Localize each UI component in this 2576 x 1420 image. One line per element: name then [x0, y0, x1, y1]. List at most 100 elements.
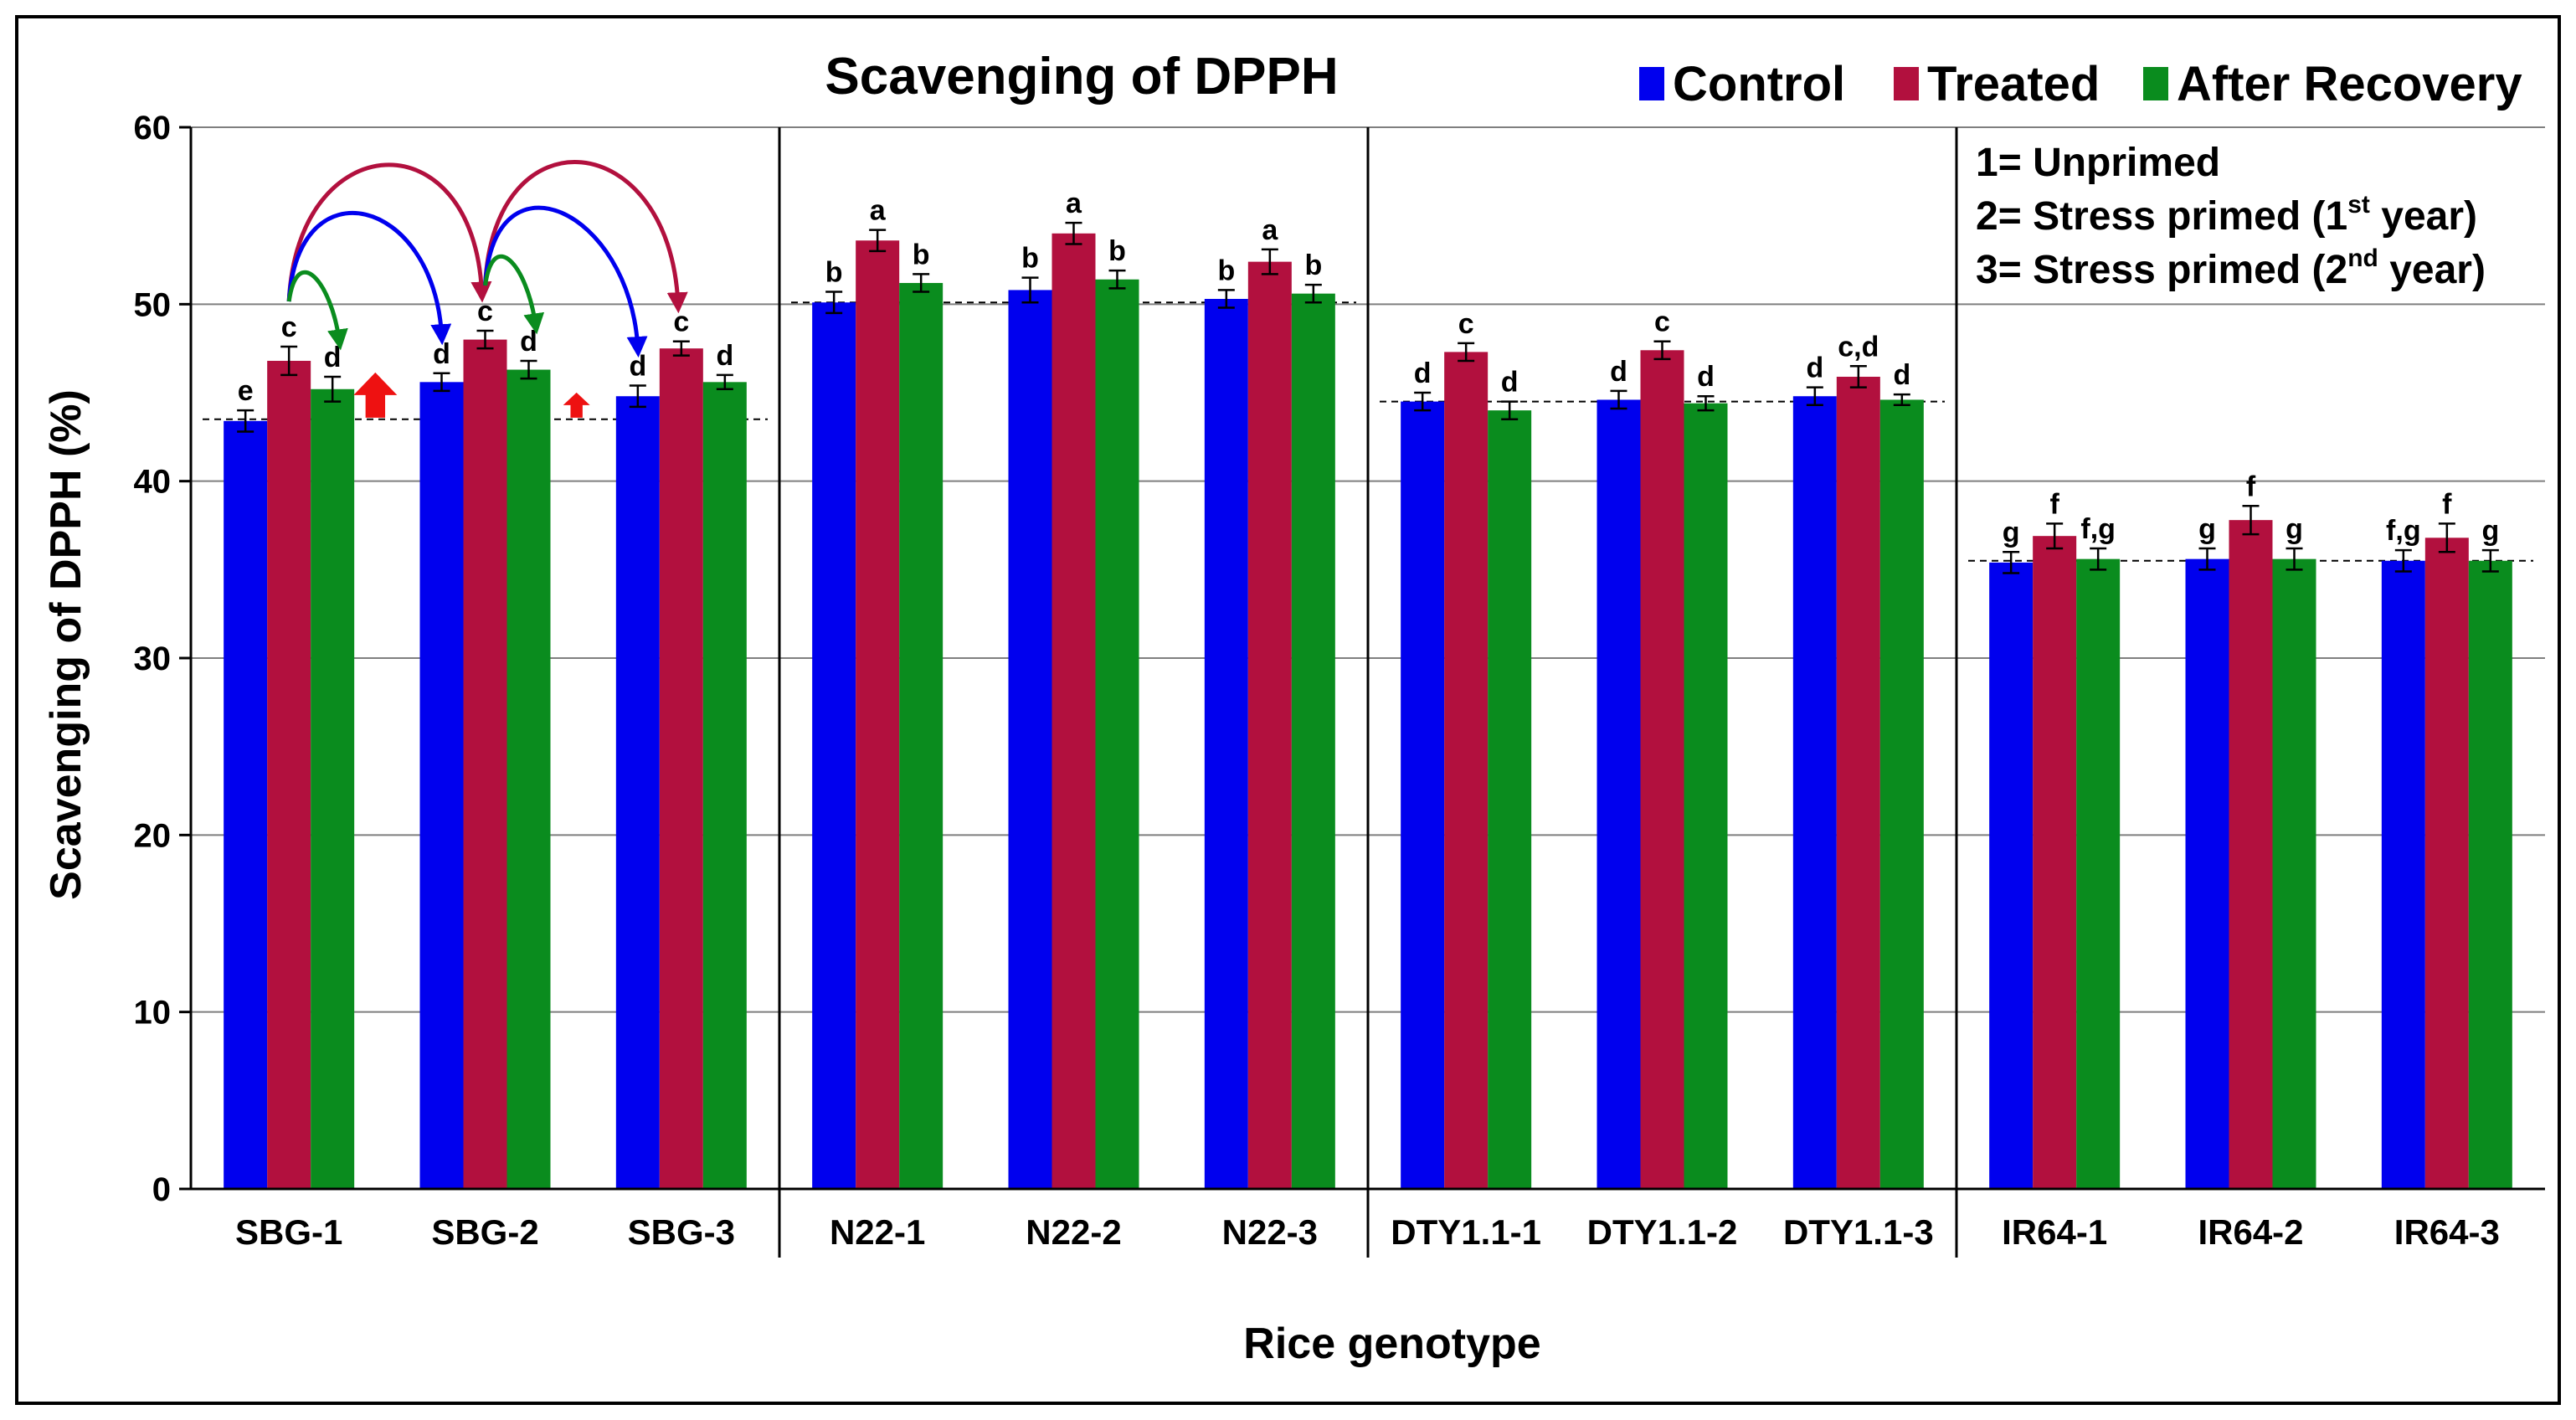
legend-label-treated: Treated [1927, 57, 2100, 111]
bar-after-recovery [1684, 403, 1728, 1189]
significance-letter: d [1610, 356, 1627, 388]
bar-control [615, 396, 660, 1189]
bar-after-recovery [1879, 399, 1924, 1189]
bar-after-recovery [2468, 560, 2512, 1189]
significance-letter: f [2246, 471, 2256, 502]
bar-after-recovery [899, 282, 944, 1189]
significance-letter: d [1414, 358, 1432, 389]
arrow-treated-to-control [483, 205, 648, 358]
y-tick-label: 60 [134, 110, 172, 147]
grid-lines [191, 126, 2545, 1013]
x-tick-label: SBG-2 [431, 1212, 538, 1252]
figure-frame [15, 15, 2561, 1405]
bar-after-recovery [1095, 279, 1139, 1189]
significance-letter: g [2481, 515, 2499, 547]
bar-treated [1444, 352, 1489, 1190]
bar-after-recovery [311, 388, 355, 1190]
chart-title: Scavenging of DPPH [825, 48, 1338, 105]
legend-label-recovery: After Recovery [2177, 57, 2522, 111]
bars [224, 233, 2512, 1190]
y-tick-label: 40 [134, 464, 172, 501]
legend: Control Treated After Recovery [1639, 57, 2522, 111]
x-tick-label: SBG-1 [235, 1212, 342, 1252]
error-bars [237, 221, 2499, 574]
significance-letters: e d d b b b d d d g g f,g c c c a a a c c c,d f f f d d d b b b d d d f,g… [238, 188, 2500, 548]
significance-letter: d [1501, 367, 1519, 399]
arrow-treated-to-recovery [483, 254, 545, 335]
significance-letter: b [1108, 235, 1126, 267]
x-tick-label: DTY1.1-2 [1587, 1212, 1738, 1252]
x-tick-label: N22-2 [1026, 1212, 1121, 1252]
bar-control [419, 382, 464, 1189]
bar-treated [856, 240, 900, 1190]
significance-letter: g [2285, 513, 2303, 545]
bar-control [1989, 562, 2034, 1189]
x-tick-label: DTY1.1-3 [1783, 1212, 1934, 1252]
significance-letter: d [520, 326, 537, 358]
significance-letter: d [433, 338, 450, 370]
significance-letter: a [870, 195, 887, 227]
bar-after-recovery [2272, 558, 2316, 1189]
x-tick-label: IR64-3 [2394, 1212, 2500, 1252]
significance-letter: d [324, 342, 342, 373]
significance-letter: a [1066, 188, 1082, 219]
x-tick-label: DTY1.1-1 [1391, 1212, 1541, 1252]
x-tick-label: IR64-2 [2198, 1212, 2303, 1252]
bar-control [1792, 396, 1837, 1189]
bar-control [1204, 298, 1248, 1189]
legend-swatch-control [1639, 67, 1664, 100]
legend-notes: 1= Unprimed 2= Stress primed (1st year) … [1976, 141, 2486, 292]
bar-after-recovery [506, 369, 551, 1189]
arrow-treated-to-recovery [286, 270, 348, 351]
significance-letter: c [281, 311, 297, 343]
axes: 0 10 20 30 40 50 60 SBG-1 SBG-2 SBG-3 N22-1 N22-2 N2… [134, 110, 2545, 1258]
significance-letter: d [716, 340, 733, 372]
bar-after-recovery [1291, 293, 1335, 1189]
significance-letter: b [1021, 243, 1039, 275]
y-tick-label: 50 [134, 286, 172, 323]
arrow-treated-to-treated [483, 160, 688, 314]
significance-letter: g [2003, 517, 2020, 548]
note-unprimed: 1= Unprimed [1976, 141, 2220, 185]
bar-treated [1836, 376, 1880, 1190]
x-tick-label: IR64-1 [2002, 1212, 2107, 1252]
bar-treated [463, 339, 507, 1190]
bar-control [224, 420, 268, 1189]
significance-letter: e [238, 375, 254, 407]
bar-after-recovery [1488, 410, 1532, 1190]
significance-letter: f [2442, 488, 2452, 520]
x-tick-label: N22-1 [830, 1212, 925, 1252]
significance-letter: c [477, 296, 493, 327]
y-tick-label: 10 [134, 995, 172, 1032]
note-primed-first-year: 2= Stress primed (1st year) [1976, 191, 2477, 239]
significance-letter: g [2198, 513, 2216, 545]
bar-control [2185, 558, 2229, 1189]
bar-treated [1640, 350, 1684, 1189]
significance-letter: c,d [1838, 331, 1879, 363]
bar-after-recovery [702, 382, 747, 1189]
significance-letter: b [1217, 255, 1235, 286]
x-tick-label: SBG-3 [628, 1212, 735, 1252]
legend-label-control: Control [1673, 57, 1845, 111]
red-up-arrow [353, 372, 398, 418]
significance-letter: d [629, 351, 646, 383]
y-tick-label: 0 [152, 1171, 171, 1208]
arrow-treated-to-control [286, 210, 452, 346]
bar-treated [2424, 538, 2469, 1189]
significance-letter: f,g [2386, 515, 2421, 547]
significance-letter: d [1697, 361, 1715, 393]
x-axis-label: Rice genotype [1243, 1320, 1540, 1368]
bar-control [1597, 399, 1641, 1189]
significance-letter: f [2050, 488, 2060, 520]
note-primed-second-year: 3= Stress primed (2nd year) [1976, 244, 2486, 292]
significance-letter: b [913, 239, 930, 270]
significance-letter: d [1806, 352, 1823, 384]
significance-letter: f,g [2080, 513, 2116, 545]
y-tick-label: 30 [134, 641, 172, 677]
significance-letter: b [825, 257, 843, 289]
significance-letter: d [1893, 359, 1910, 391]
bar-after-recovery [2076, 558, 2121, 1189]
legend-swatch-recovery [2143, 67, 2168, 100]
